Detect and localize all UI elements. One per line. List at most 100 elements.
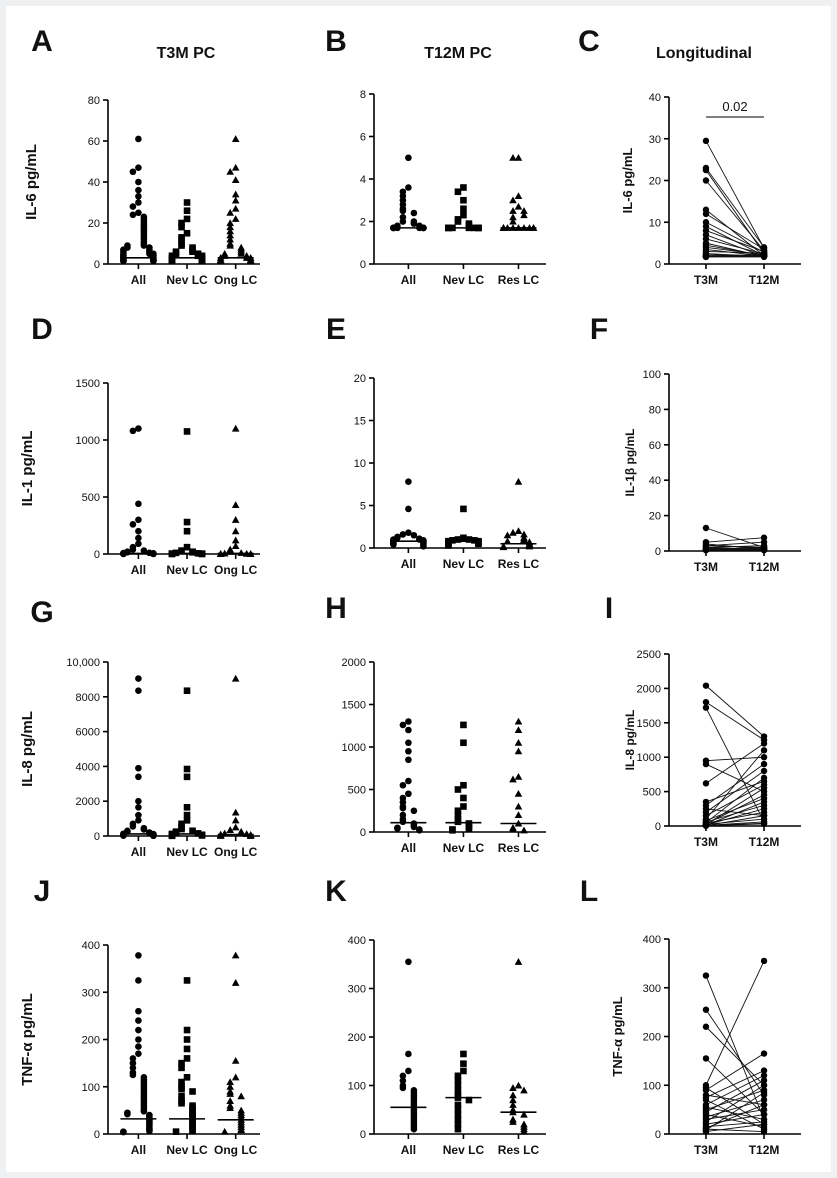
data-point-ong-lc bbox=[231, 536, 240, 544]
data-point-nev-lc bbox=[460, 196, 467, 204]
data-point-all bbox=[410, 1125, 418, 1133]
data-point-nev-lc bbox=[178, 1064, 185, 1072]
y-tick-label: 20 bbox=[354, 373, 366, 385]
x-category-label: Nev LC bbox=[443, 557, 485, 571]
data-point-ong-lc bbox=[231, 542, 240, 550]
y-tick-label: 0 bbox=[360, 543, 366, 555]
data-point-nev-lc bbox=[465, 1096, 473, 1104]
x-category-label: Ong LC bbox=[214, 273, 258, 287]
data-point-all bbox=[135, 1036, 142, 1043]
data-point-ong-lc bbox=[231, 808, 240, 816]
data-point-nev-lc bbox=[454, 218, 462, 225]
y-tick-label: 40 bbox=[88, 177, 100, 189]
data-point-t12m bbox=[760, 740, 768, 747]
data-point-all bbox=[140, 1108, 148, 1115]
data-point-all bbox=[135, 803, 142, 811]
data-point-ong-lc bbox=[237, 1092, 245, 1100]
paired-line bbox=[705, 1106, 765, 1120]
data-point-t12m bbox=[760, 805, 768, 812]
data-point-all bbox=[399, 1084, 407, 1092]
data-point-res-lc bbox=[520, 826, 528, 834]
data-point-res-lc bbox=[520, 211, 528, 219]
data-point-res-lc bbox=[509, 217, 517, 225]
data-point-nev-lc bbox=[454, 1087, 462, 1094]
data-point-nev-lc bbox=[454, 807, 462, 815]
data-point-res-lc bbox=[509, 213, 517, 221]
paired-line bbox=[705, 1084, 765, 1123]
x-category-label: Nev LC bbox=[443, 841, 485, 855]
y-tick-label: 1000 bbox=[76, 435, 100, 447]
data-point-res-lc bbox=[514, 726, 523, 734]
data-point-all bbox=[410, 209, 418, 217]
data-point-nev-lc bbox=[183, 811, 191, 819]
paired-line bbox=[705, 537, 765, 543]
y-tick-label: 0 bbox=[94, 1129, 100, 1141]
data-point-nev-lc bbox=[198, 257, 206, 265]
data-point-res-lc bbox=[514, 717, 523, 725]
paired-line bbox=[705, 975, 765, 1120]
data-point-nev-lc bbox=[183, 765, 191, 773]
data-point-all bbox=[129, 1055, 137, 1062]
data-point-all bbox=[129, 521, 137, 528]
data-point-nev-lc bbox=[189, 548, 196, 556]
panel-letter: D bbox=[31, 313, 53, 346]
data-point-nev-lc bbox=[449, 537, 456, 544]
data-point-all bbox=[399, 804, 407, 812]
y-tick-label: 1500 bbox=[637, 718, 661, 730]
data-point-t3m bbox=[702, 698, 710, 706]
data-point-all bbox=[410, 220, 418, 227]
data-point-nev-lc bbox=[183, 215, 191, 223]
y-tick-label: 0 bbox=[94, 549, 100, 561]
data-point-all bbox=[135, 516, 142, 524]
y-tick-label: 60 bbox=[649, 440, 661, 452]
data-point-nev-lc bbox=[460, 803, 467, 810]
data-point-nev-lc bbox=[454, 1121, 462, 1128]
data-point-ong-lc bbox=[216, 832, 225, 839]
data-point-nev-lc bbox=[460, 721, 467, 729]
figure-panel-grid: T3M PC T12M PC Longitudinal A 0 20 40 60 80 IL… bbox=[6, 6, 831, 1172]
data-point-t12m bbox=[760, 767, 768, 775]
paired-line bbox=[705, 1026, 765, 1086]
data-point-nev-lc bbox=[460, 1050, 467, 1058]
paired-line bbox=[705, 1070, 765, 1098]
paired-line bbox=[705, 808, 765, 817]
data-point-all bbox=[405, 777, 412, 785]
data-point-res-lc bbox=[514, 958, 523, 965]
data-point-ong-lc bbox=[226, 1097, 234, 1104]
y-tick-label: 0 bbox=[655, 546, 661, 558]
data-point-ong-lc bbox=[231, 190, 240, 198]
data-point-t12m bbox=[760, 1128, 768, 1135]
data-point-all bbox=[135, 1007, 142, 1015]
data-point-nev-lc bbox=[183, 1074, 191, 1081]
data-point-all bbox=[410, 531, 418, 539]
data-point-nev-lc bbox=[460, 781, 467, 789]
y-tick-label: 200 bbox=[82, 1035, 100, 1047]
y-tick-label: 0 bbox=[655, 259, 661, 271]
y-tick-label: 80 bbox=[88, 95, 100, 107]
y-tick-label: 20 bbox=[649, 511, 661, 523]
data-point-t3m bbox=[702, 546, 710, 554]
paired-line bbox=[705, 1079, 765, 1113]
data-point-t3m bbox=[702, 1096, 710, 1104]
y-tick-label: 40 bbox=[649, 475, 661, 487]
y-tick-label: 0 bbox=[94, 259, 100, 271]
y-axis-label: IL-6 pg/mL bbox=[23, 144, 40, 220]
data-point-ong-lc bbox=[226, 223, 234, 231]
data-point-nev-lc bbox=[454, 811, 462, 819]
column-title-t3m: T3M PC bbox=[157, 45, 216, 62]
data-point-res-lc bbox=[520, 536, 528, 544]
data-point-res-lc bbox=[514, 738, 523, 746]
y-tick-label: 200 bbox=[643, 1032, 661, 1044]
y-tick-label: 200 bbox=[348, 1032, 366, 1044]
x-category-label: All bbox=[131, 563, 146, 577]
data-point-nev-lc bbox=[454, 1082, 462, 1089]
paired-line bbox=[705, 1121, 765, 1128]
data-point-res-lc bbox=[509, 1084, 517, 1091]
x-category-label: T3M bbox=[694, 273, 718, 287]
data-point-t12m bbox=[760, 957, 768, 965]
paired-line bbox=[705, 701, 765, 741]
data-point-all bbox=[416, 827, 423, 834]
data-point-ong-lc bbox=[226, 208, 234, 216]
data-point-nev-lc bbox=[460, 1060, 467, 1067]
x-category-label: All bbox=[131, 1143, 146, 1157]
